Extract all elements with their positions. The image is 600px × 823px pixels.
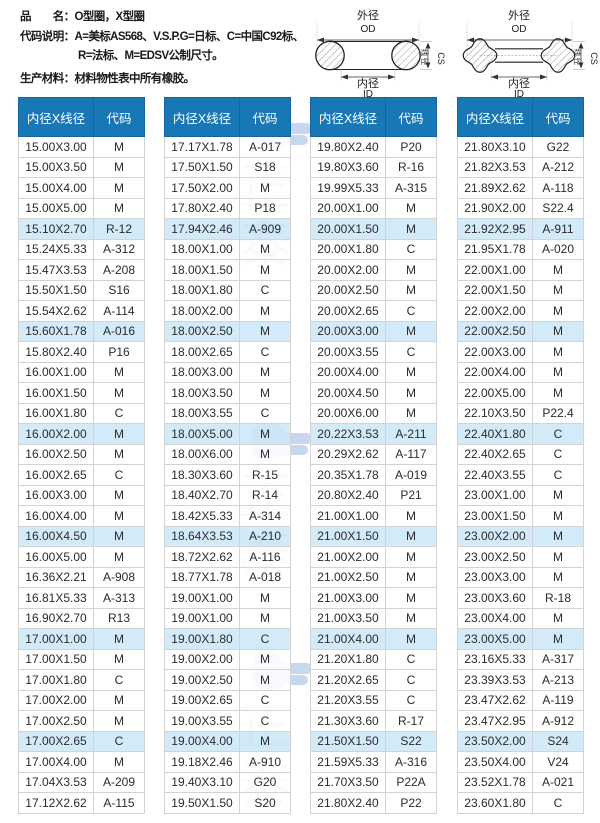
svg-text:外径: 外径 xyxy=(508,9,530,22)
svg-text:内径: 内径 xyxy=(508,76,530,90)
svg-text:CS: CS xyxy=(589,52,599,65)
svg-text:CS: CS xyxy=(436,52,446,65)
svg-text:线: 线 xyxy=(573,49,583,57)
svg-text:径: 径 xyxy=(420,58,430,66)
svg-text:径: 径 xyxy=(573,58,583,66)
svg-text:外径: 外径 xyxy=(357,9,379,22)
svg-text:线: 线 xyxy=(420,49,430,57)
svg-text:OD: OD xyxy=(512,24,527,35)
svg-text:OD: OD xyxy=(361,24,376,35)
svg-text:内径: 内径 xyxy=(357,76,379,90)
